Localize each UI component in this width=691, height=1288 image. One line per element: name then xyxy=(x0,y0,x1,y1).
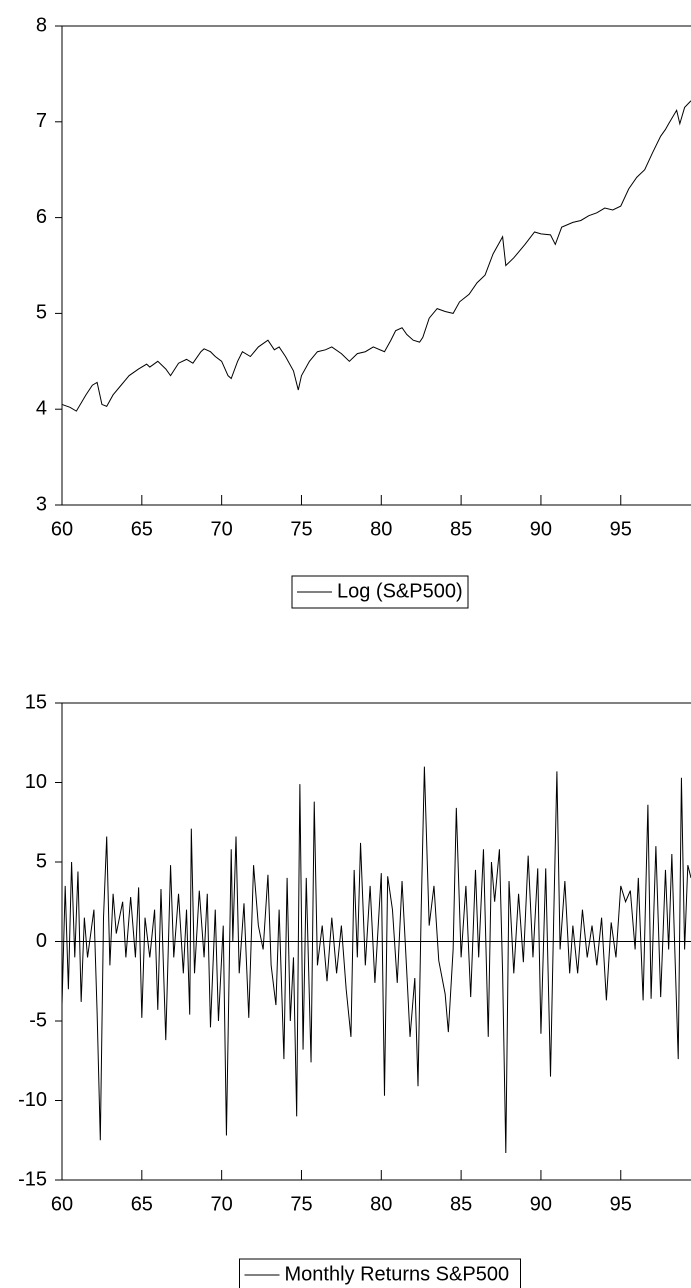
x-tick-label: 75 xyxy=(290,1193,312,1215)
legend-label: Log (S&P500) xyxy=(337,580,463,602)
x-tick-label: 75 xyxy=(290,518,312,540)
x-tick-label: 60 xyxy=(51,518,73,540)
data-line xyxy=(61,100,691,412)
x-tick-label: 95 xyxy=(610,1193,632,1215)
x-tick-label: 80 xyxy=(370,518,392,540)
y-tick-label: 5 xyxy=(36,850,47,872)
y-tick-label: 6 xyxy=(36,206,47,228)
x-tick-label: 90 xyxy=(530,518,552,540)
y-tick-label: -10 xyxy=(18,1089,47,1111)
legend-label: Monthly Returns S&P500 xyxy=(285,1263,510,1285)
y-tick-label: 0 xyxy=(36,930,47,952)
y-tick-label: -15 xyxy=(18,1168,47,1190)
x-tick-label: 85 xyxy=(450,518,472,540)
x-tick-label: 60 xyxy=(51,1193,73,1215)
y-tick-label: -5 xyxy=(29,1009,47,1031)
y-tick-label: 5 xyxy=(36,302,47,324)
y-tick-label: 8 xyxy=(36,14,47,36)
x-tick-label: 80 xyxy=(370,1193,392,1215)
y-tick-label: 10 xyxy=(25,771,47,793)
x-tick-label: 70 xyxy=(211,518,233,540)
x-tick-label: 65 xyxy=(131,1193,153,1215)
x-tick-label: 95 xyxy=(610,518,632,540)
y-tick-label: 3 xyxy=(36,493,47,515)
y-tick-label: 7 xyxy=(36,110,47,132)
x-tick-label: 90 xyxy=(530,1193,552,1215)
legend-box xyxy=(239,1258,521,1288)
x-tick-label: 65 xyxy=(131,518,153,540)
x-tick-label: 85 xyxy=(450,1193,472,1215)
y-tick-label: 15 xyxy=(25,691,47,713)
y-tick-label: 4 xyxy=(36,397,47,419)
data-line xyxy=(61,766,691,1153)
x-tick-label: 70 xyxy=(211,1193,233,1215)
